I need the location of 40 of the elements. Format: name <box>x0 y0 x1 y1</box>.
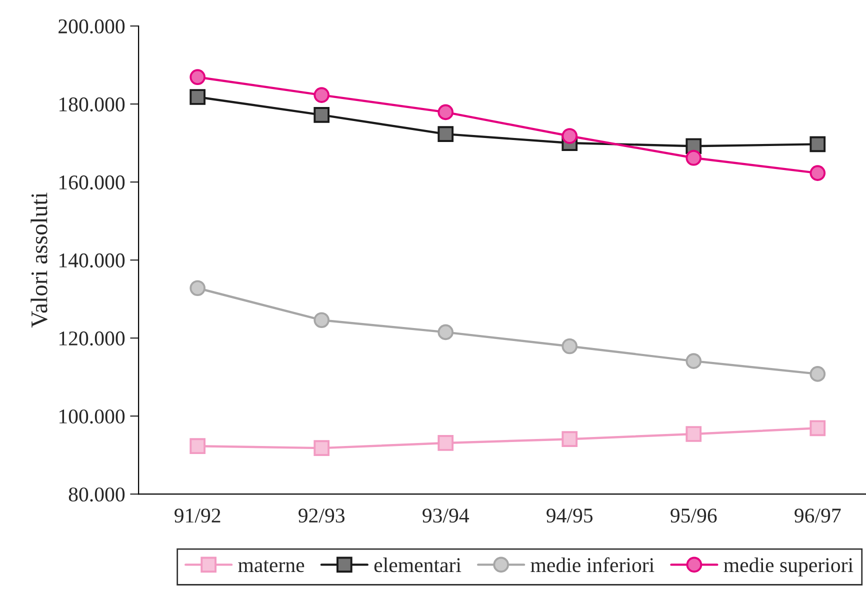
x-tick-label: 94/95 <box>546 508 593 523</box>
y-tick-label: 120.000 <box>59 331 125 346</box>
y-tick-label: 140.000 <box>59 253 125 268</box>
point <box>438 126 454 142</box>
point <box>190 438 206 454</box>
legend-label: medie inferiori <box>530 557 654 572</box>
point <box>314 312 330 328</box>
point <box>810 420 826 436</box>
y-tick-label: 180.000 <box>59 97 125 112</box>
point <box>314 87 330 103</box>
y-tick-label: 160.000 <box>59 175 125 190</box>
point <box>438 435 454 451</box>
point <box>562 431 578 447</box>
x-tick-label: 95/96 <box>670 508 717 523</box>
point <box>562 338 578 354</box>
point <box>562 128 578 144</box>
point <box>314 107 330 123</box>
point <box>190 89 206 105</box>
x-tick-label: 91/92 <box>174 508 220 523</box>
point <box>314 440 330 456</box>
point <box>810 366 826 382</box>
legend-label: medie superiori <box>724 558 854 576</box>
point <box>686 426 702 442</box>
point <box>190 280 206 296</box>
legend-label: elementari <box>374 558 462 572</box>
y-tick-label: 100.000 <box>59 409 125 424</box>
x-tick-label: 92/93 <box>298 508 345 523</box>
point <box>438 324 454 340</box>
point <box>810 165 826 181</box>
y-tick-label: 80.000 <box>68 487 125 502</box>
point <box>438 104 454 120</box>
point <box>190 69 206 86</box>
point <box>810 136 826 152</box>
y-axis-title: Valori assoluti <box>30 192 48 328</box>
x-tick-label: 96/97 <box>794 508 841 523</box>
x-tick-label: 93/94 <box>422 508 470 523</box>
point <box>686 150 702 166</box>
y-tick-label: 200.000 <box>58 19 125 34</box>
point <box>686 353 702 369</box>
legend-label: materne <box>238 560 304 572</box>
